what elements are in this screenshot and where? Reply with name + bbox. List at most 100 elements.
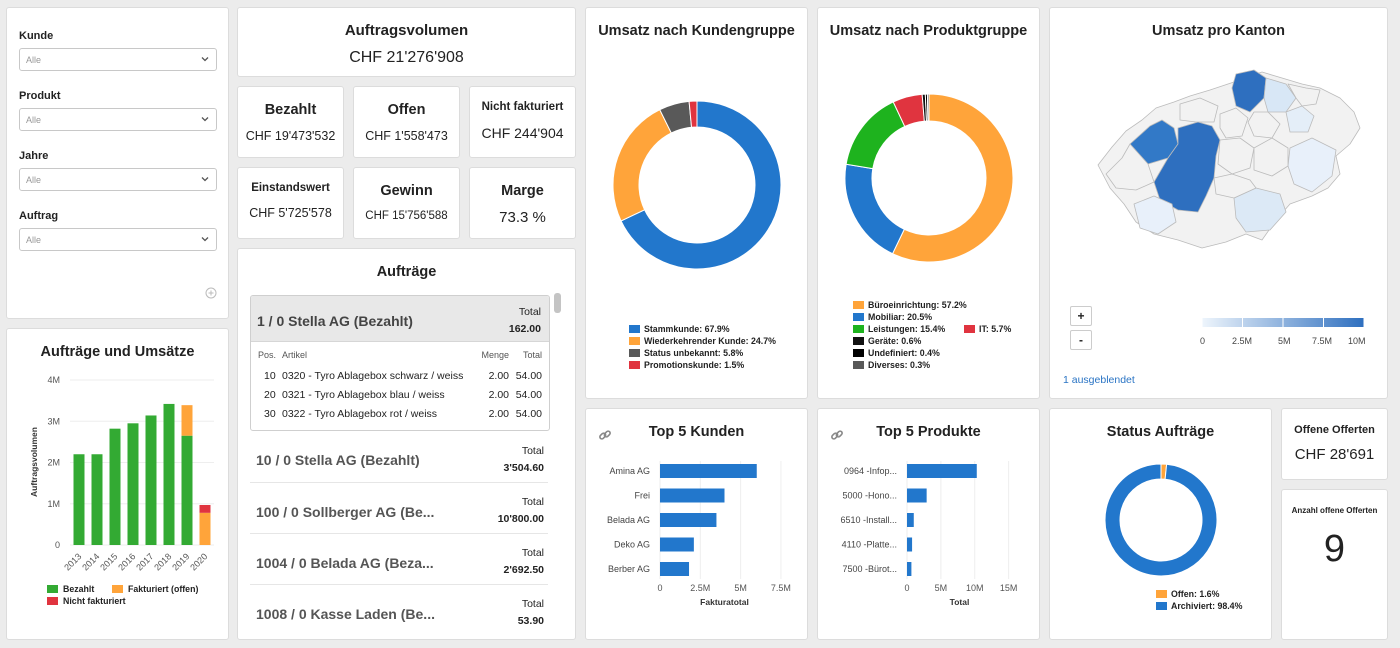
donut-slice[interactable] (844, 163, 905, 255)
x-tick-label: 7.5M (771, 583, 791, 593)
donut-slice[interactable] (612, 109, 672, 222)
bar[interactable] (181, 435, 193, 545)
legend-item[interactable]: Undefiniert: 0.4% (853, 348, 940, 358)
bar[interactable] (127, 423, 139, 545)
canton-region[interactable] (1213, 173, 1257, 199)
bar[interactable] (199, 504, 211, 513)
legend-label[interactable]: Fakturiert (offen) (128, 584, 198, 594)
legend-item[interactable]: Archiviert: 98.4% (1156, 601, 1242, 611)
line-artikel: 0321 - Tyro Ablagebox blau / weiss (282, 389, 445, 401)
x-tick-label: 2015 (98, 551, 119, 572)
filter-select-produkt[interactable]: Alle (19, 108, 217, 131)
bar[interactable] (660, 488, 725, 503)
legend-item[interactable]: Büroeinrichtung: 57.2% (853, 300, 967, 310)
canton-region[interactable] (1153, 121, 1221, 213)
map-scale-label: 10M (1348, 336, 1366, 346)
order-row[interactable]: 1008 / 0 Kasse Laden (Be... Total 53.90 (250, 588, 548, 638)
kpi-marge-card: Marge 73.3 % (469, 167, 576, 239)
canton-region[interactable] (1133, 195, 1177, 235)
legend-swatch (1156, 590, 1167, 598)
legend-item[interactable]: Promotionskunde: 1.5% (629, 360, 744, 370)
legend-item[interactable]: Stammkunde: 67.9% (629, 324, 730, 334)
add-filter-icon[interactable] (205, 287, 217, 299)
legend-swatch (964, 325, 975, 333)
bar[interactable] (145, 415, 157, 545)
legend-label: Diverses: 0.3% (868, 360, 931, 370)
legend-label[interactable]: Nicht fakturiert (63, 596, 126, 606)
donut-slice[interactable] (1104, 463, 1218, 577)
kpi-bezahlt-card: Bezahlt CHF 19'473'532 (237, 86, 344, 158)
order-total-value: 10'800.00 (497, 513, 544, 525)
canton-region[interactable] (1285, 105, 1315, 133)
order-expanded-header[interactable]: 1 / 0 Stella AG (Bezahlt) Total 162.00 (251, 296, 549, 342)
order-expanded[interactable]: 1 / 0 Stella AG (Bezahlt) Total 162.00 P… (250, 295, 550, 431)
line-menge: 2.00 (488, 389, 509, 401)
canton-region[interactable] (1231, 69, 1267, 113)
col-total: Total (522, 350, 542, 360)
order-line: 20 0321 - Tyro Ablagebox blau / weiss 2.… (251, 389, 549, 403)
map-zoom-out-button[interactable]: - (1070, 330, 1092, 350)
legend-item[interactable]: Leistungen: 15.4% (853, 324, 945, 334)
canton-region[interactable] (1233, 187, 1287, 233)
canton-region[interactable] (1287, 137, 1337, 193)
order-row[interactable]: 1004 / 0 Belada AG (Beza... Total 2'692.… (250, 537, 548, 585)
bar[interactable] (660, 464, 757, 478)
canton-region[interactable] (1219, 107, 1249, 139)
bar[interactable] (907, 488, 927, 503)
bar[interactable] (907, 537, 913, 552)
bar[interactable] (163, 403, 175, 545)
bar[interactable] (907, 562, 912, 576)
list-scrollbar[interactable] (554, 293, 561, 313)
donut-slice[interactable] (620, 100, 782, 270)
donut-slice[interactable] (926, 93, 930, 122)
legend-item[interactable]: Wiederkehrender Kunde: 24.7% (629, 336, 776, 346)
canton-region[interactable] (1247, 111, 1281, 139)
map-scale-ticks (1201, 316, 1365, 328)
map-scale-label: 5M (1278, 336, 1291, 346)
canton-region[interactable] (1105, 143, 1155, 191)
order-total-value: 162.00 (508, 323, 541, 335)
legend-label[interactable]: Bezahlt (63, 584, 94, 594)
legend-swatch (629, 337, 640, 345)
donut-slice[interactable] (891, 93, 1014, 263)
bar[interactable] (109, 428, 121, 545)
bar[interactable] (199, 512, 211, 545)
bar[interactable] (73, 454, 85, 545)
bar[interactable] (907, 513, 914, 527)
donut-slice[interactable] (688, 100, 698, 128)
canton-region[interactable] (1179, 97, 1219, 123)
canton-region[interactable] (1287, 83, 1321, 107)
bar[interactable] (181, 405, 193, 436)
order-row[interactable]: 10 / 0 Stella AG (Bezahlt) Total 3'504.6… (250, 435, 548, 483)
top-kunden-title: Top 5 Kunden (648, 424, 745, 440)
x-tick-label: 0 (904, 583, 909, 593)
order-row[interactable]: 100 / 0 Sollberger AG (Be... Total 10'80… (250, 486, 548, 534)
legend-item[interactable]: Geräte: 0.6% (853, 336, 921, 346)
line-artikel: 0320 - Tyro Ablagebox schwarz / weiss (282, 370, 464, 382)
canton-region[interactable] (1217, 137, 1255, 175)
switzerland-map[interactable] (1050, 8, 1388, 399)
legend-item[interactable]: Status unbekannt: 5.8% (629, 348, 743, 358)
hidden-items-link[interactable]: 1 ausgeblendet (1063, 374, 1135, 386)
x-tick-label: 10M (966, 583, 984, 593)
order-total-label: Total (521, 496, 544, 508)
bar[interactable] (91, 454, 103, 545)
legend-item[interactable]: IT: 5.7% (964, 324, 1011, 334)
legend-item[interactable]: Mobiliar: 20.5% (853, 312, 932, 322)
bar[interactable] (660, 537, 694, 552)
anzahl-offerten-card: Anzahl offene Offerten 9 (1281, 489, 1388, 640)
donut-slice[interactable] (845, 101, 906, 170)
legend-item[interactable]: Offen: 1.6% (1156, 589, 1219, 599)
legend-item[interactable]: Diverses: 0.3% (853, 360, 930, 370)
line-total: 54.00 (515, 389, 542, 401)
link-icon[interactable] (830, 428, 844, 442)
bar[interactable] (660, 562, 690, 576)
filter-select-jahre[interactable]: Alle (19, 168, 217, 191)
map-zoom-in-button[interactable]: + (1070, 306, 1092, 326)
bar[interactable] (660, 513, 717, 527)
filter-select-kunde[interactable]: Alle (19, 48, 217, 71)
filter-select-auftrag[interactable]: Alle (19, 228, 217, 251)
canton-region[interactable] (1129, 119, 1179, 165)
bar[interactable] (907, 464, 977, 478)
link-icon[interactable] (598, 428, 612, 442)
